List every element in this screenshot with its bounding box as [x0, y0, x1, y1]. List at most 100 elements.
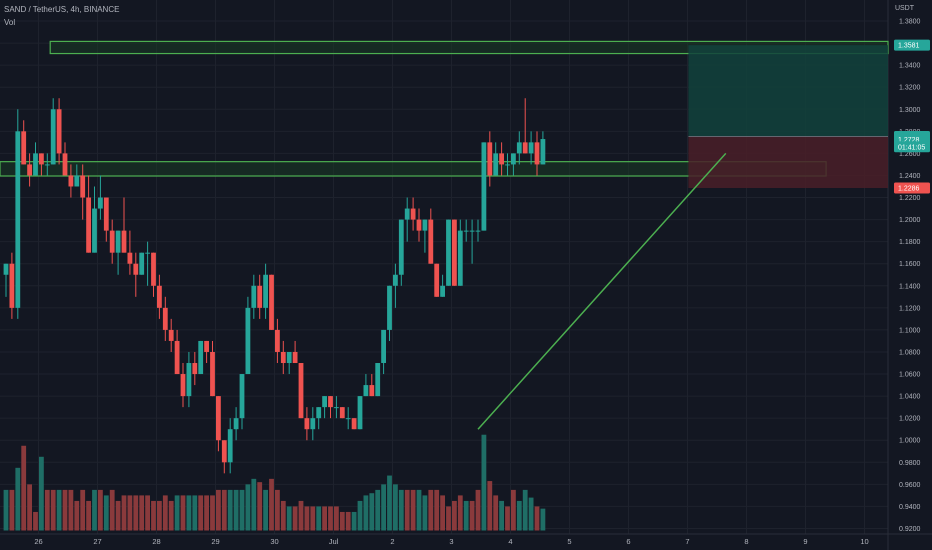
candle-body — [410, 208, 416, 220]
candle-body — [145, 252, 150, 254]
candle-body — [56, 109, 62, 154]
support-trendline — [477, 152, 727, 430]
candle-body — [198, 340, 204, 375]
price-tick-label: 1.0000 — [899, 438, 921, 445]
candle-body — [528, 142, 534, 154]
price-tick-label: 1.2400 — [899, 173, 921, 180]
candle-body — [369, 385, 375, 397]
candle-body — [174, 340, 180, 375]
volume-bar — [74, 500, 80, 531]
volume-bar — [263, 489, 268, 531]
price-label-text: 1.2728 — [898, 137, 920, 144]
candle-body — [233, 418, 239, 430]
volume-bar — [204, 495, 209, 531]
volume-bar — [304, 506, 310, 531]
volume-bar — [198, 495, 204, 531]
candle-body — [334, 407, 339, 409]
time-tick-label: Jul — [329, 537, 339, 546]
volume-bar — [463, 500, 469, 531]
volume-bar — [239, 489, 245, 531]
candle-body — [121, 230, 127, 253]
candle-body — [404, 208, 410, 220]
candle-body — [210, 351, 215, 397]
candle-body — [463, 230, 469, 232]
candle-body — [15, 131, 21, 308]
price-tick-label: 0.9800 — [899, 460, 921, 467]
price-tick-label: 1.1800 — [899, 239, 921, 246]
price-unit-label: USDT — [894, 5, 914, 12]
volume-bar — [481, 434, 487, 531]
volume-bar — [162, 495, 168, 531]
volume-label: Vol — [4, 18, 16, 27]
candle-body — [345, 418, 351, 420]
volume-bar — [127, 495, 133, 531]
volume-bar — [286, 506, 292, 531]
time-tick-label: 26 — [34, 537, 42, 546]
candle-body — [351, 418, 357, 430]
volume-bar — [180, 495, 186, 531]
candle-body — [381, 329, 386, 364]
volume-bar — [398, 489, 404, 531]
candle-body — [86, 197, 91, 253]
volume-bar — [9, 489, 15, 531]
volume-bar — [469, 500, 475, 531]
candle-body — [180, 374, 186, 397]
price-tick-label: 0.9600 — [899, 482, 921, 489]
price-label-box — [894, 182, 930, 194]
volume-bar — [275, 489, 280, 531]
price-label-text: 01:41:05 — [898, 144, 925, 151]
candle-body — [511, 153, 516, 165]
candle-body — [322, 396, 327, 408]
volume-bar — [98, 489, 103, 531]
trade-setup-zones — [688, 45, 888, 189]
volume-bar — [345, 511, 351, 531]
time-tick-label: 7 — [685, 537, 689, 546]
candle-body — [469, 230, 475, 232]
candle-body — [475, 230, 481, 232]
volume-bar — [375, 489, 381, 531]
candle-body — [157, 285, 162, 308]
price-label-box — [894, 39, 930, 51]
volume-bar — [475, 489, 481, 531]
candle-body — [398, 219, 404, 275]
volume-bar — [80, 489, 86, 531]
volume-bar — [511, 489, 516, 531]
price-axis[interactable]: 1.38001.36001.34001.32001.30001.28001.26… — [899, 19, 921, 534]
volume-bar — [109, 489, 115, 531]
candle-body — [393, 274, 398, 286]
candle-body — [139, 252, 145, 275]
candle-body — [21, 131, 27, 165]
volume-bar — [363, 495, 369, 531]
candle-body — [251, 285, 257, 308]
time-axis[interactable]: 26 27 28 29 30 Jul 2 3 4 5 6 7 8 9 10 — [34, 537, 868, 546]
price-tick-label: 1.1000 — [899, 327, 921, 334]
time-tick-label: 4 — [508, 537, 512, 546]
price-tick-label: 1.0200 — [899, 416, 921, 423]
candle-body — [62, 153, 68, 176]
price-tick-label: 1.2000 — [899, 217, 921, 224]
candle-body — [227, 429, 233, 463]
volume-bar — [145, 495, 150, 531]
trendline[interactable] — [477, 152, 727, 430]
volume-bar — [339, 511, 345, 531]
candle-body — [109, 230, 115, 253]
candle-body — [457, 230, 463, 286]
volume-bar — [416, 489, 422, 531]
volume-bar — [133, 495, 139, 531]
candle-body — [416, 219, 422, 231]
volume-bar — [457, 495, 463, 531]
volume-bar — [446, 506, 451, 531]
candle-body — [186, 363, 192, 397]
candlesticks — [3, 98, 546, 474]
volume-bar — [334, 506, 339, 531]
volume-bar — [357, 500, 363, 531]
volume-bar — [227, 489, 233, 531]
candle-body — [505, 164, 510, 166]
candle-body — [239, 374, 245, 419]
volume-bar — [62, 489, 68, 531]
stop-loss-zone — [688, 136, 888, 189]
price-tick-label: 1.1600 — [899, 261, 921, 268]
